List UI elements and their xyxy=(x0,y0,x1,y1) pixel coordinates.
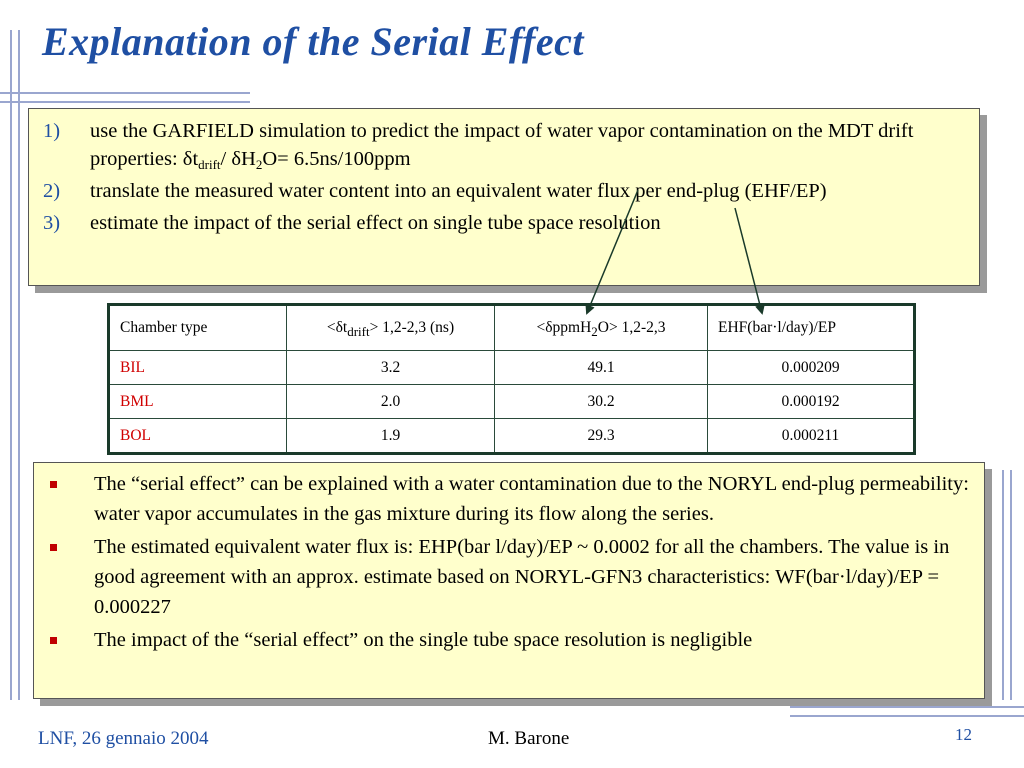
step-text: estimate the impact of the serial effect… xyxy=(90,212,661,234)
cell-ppm: 30.2 xyxy=(494,384,708,419)
step-number: 1) xyxy=(43,120,61,142)
steps-list: 1) use the GARFIELD simulation to predict… xyxy=(29,109,979,237)
conclusions-list: The “serial effect” can be explained wit… xyxy=(34,463,984,655)
bullet-square-icon xyxy=(50,481,57,488)
cell-drift-time: 1.9 xyxy=(286,418,495,454)
bullet-square-icon xyxy=(50,544,57,551)
frame-line-top-lower xyxy=(0,101,250,103)
step-text: translate the measured water content int… xyxy=(90,180,827,202)
header-chamber-type: Chamber type xyxy=(108,304,287,351)
cell-chamber: BML xyxy=(108,384,287,419)
step-text: use the GARFIELD simulation to predict t… xyxy=(90,120,914,170)
cell-chamber: BOL xyxy=(108,418,287,454)
frame-line-left-outer xyxy=(10,30,12,700)
step-text: O= 6.5ns/100ppm xyxy=(262,148,411,170)
step-number: 3) xyxy=(43,212,61,234)
cell-chamber: BIL xyxy=(108,350,287,385)
frame-line-left-inner xyxy=(18,30,20,700)
header-drift-time: <δtdrift> 1,2-2,3 (ns) xyxy=(286,304,495,351)
step-subscript: drift xyxy=(198,157,221,172)
bullet-text: The “serial effect” can be explained wit… xyxy=(94,473,969,525)
footer-author: M. Barone xyxy=(488,728,570,749)
cell-drift-time: 3.2 xyxy=(286,350,495,385)
cell-ppm: 29.3 xyxy=(494,418,708,454)
frame-line-right-inner xyxy=(1010,470,1012,700)
step-text: / δH xyxy=(220,148,256,170)
list-item: The estimated equivalent water flux is: … xyxy=(50,532,984,622)
footer-date: LNF, 26 gennaio 2004 xyxy=(38,728,209,749)
cell-ehf: 0.000192 xyxy=(707,384,915,419)
list-item: The “serial effect” can be explained wit… xyxy=(50,469,984,529)
bullet-text: The estimated equivalent water flux is: … xyxy=(94,536,950,618)
bullet-square-icon xyxy=(50,637,57,644)
frame-line-top-upper xyxy=(0,92,250,94)
frame-line-right-outer xyxy=(1002,470,1004,700)
cell-ehf: 0.000209 xyxy=(707,350,915,385)
slide-title: Explanation of the Serial Effect xyxy=(42,19,584,64)
steps-box: 1) use the GARFIELD simulation to predict… xyxy=(28,108,980,286)
frame-line-bottom-lower xyxy=(790,715,1024,717)
frame-line-bottom-upper xyxy=(790,706,1024,708)
bullet-text: The impact of the “serial effect” on the… xyxy=(94,629,753,651)
step-subscript: 2 xyxy=(255,157,263,172)
list-item: The impact of the “serial effect” on the… xyxy=(50,625,984,655)
step-item-3: 3) estimate the impact of the serial effe… xyxy=(43,209,979,237)
chamber-table: Chamber type <δtdrift> 1,2-2,3 (ns) <δpp… xyxy=(107,303,916,455)
conclusions-box: The “serial effect” can be explained wit… xyxy=(33,462,985,699)
step-item-1: 1) use the GARFIELD simulation to predict… xyxy=(43,117,979,173)
cell-ppm: 49.1 xyxy=(494,350,708,385)
cell-ehf: 0.000211 xyxy=(707,418,915,454)
cell-drift-time: 2.0 xyxy=(286,384,495,419)
header-ehf: EHF(bar·l/day)/EP xyxy=(707,304,915,351)
table-row: BIL 3.2 49.1 0.000209 xyxy=(108,350,915,385)
table-header-row: Chamber type <δtdrift> 1,2-2,3 (ns) <δpp… xyxy=(108,304,915,351)
header-ppm-water: <δppmH2O> 1,2-2,3 xyxy=(494,304,708,351)
table-row: BOL 1.9 29.3 0.000211 xyxy=(108,418,915,454)
step-item-2: 2) translate the measured water content i… xyxy=(43,177,979,205)
step-number: 2) xyxy=(43,180,61,202)
table-row: BML 2.0 30.2 0.000192 xyxy=(108,384,915,419)
page-number: 12 xyxy=(955,725,972,744)
